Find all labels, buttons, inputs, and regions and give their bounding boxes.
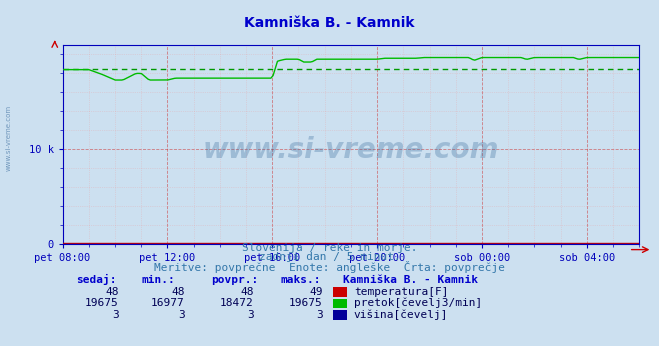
Text: 3: 3 — [247, 310, 254, 320]
Text: 16977: 16977 — [151, 298, 185, 308]
Text: 49: 49 — [310, 287, 323, 297]
Text: 19675: 19675 — [289, 298, 323, 308]
Text: Kamniška B. - Kamnik: Kamniška B. - Kamnik — [343, 275, 478, 285]
Text: sedaj:: sedaj: — [76, 274, 116, 285]
Text: 48: 48 — [105, 287, 119, 297]
Text: Meritve: povprečne  Enote: angleške  Črta: povprečje: Meritve: povprečne Enote: angleške Črta:… — [154, 261, 505, 273]
Text: temperatura[F]: temperatura[F] — [354, 287, 448, 297]
Text: 3: 3 — [178, 310, 185, 320]
Text: 48: 48 — [171, 287, 185, 297]
Text: www.si-vreme.com: www.si-vreme.com — [5, 105, 12, 172]
Text: min.:: min.: — [142, 275, 175, 285]
Text: 18472: 18472 — [220, 298, 254, 308]
Text: 3: 3 — [316, 310, 323, 320]
Text: Slovenija / reke in morje.: Slovenija / reke in morje. — [242, 243, 417, 253]
Text: povpr.:: povpr.: — [211, 275, 258, 285]
Text: www.si-vreme.com: www.si-vreme.com — [203, 136, 499, 164]
Text: Kamniška B. - Kamnik: Kamniška B. - Kamnik — [244, 16, 415, 29]
Text: 48: 48 — [241, 287, 254, 297]
Text: 3: 3 — [112, 310, 119, 320]
Text: zadnji dan / 5 minut.: zadnji dan / 5 minut. — [258, 252, 401, 262]
Text: 19675: 19675 — [85, 298, 119, 308]
Text: višina[čevelj]: višina[čevelj] — [354, 309, 448, 320]
Text: maks.:: maks.: — [280, 275, 320, 285]
Text: pretok[čevelj3/min]: pretok[čevelj3/min] — [354, 298, 482, 308]
